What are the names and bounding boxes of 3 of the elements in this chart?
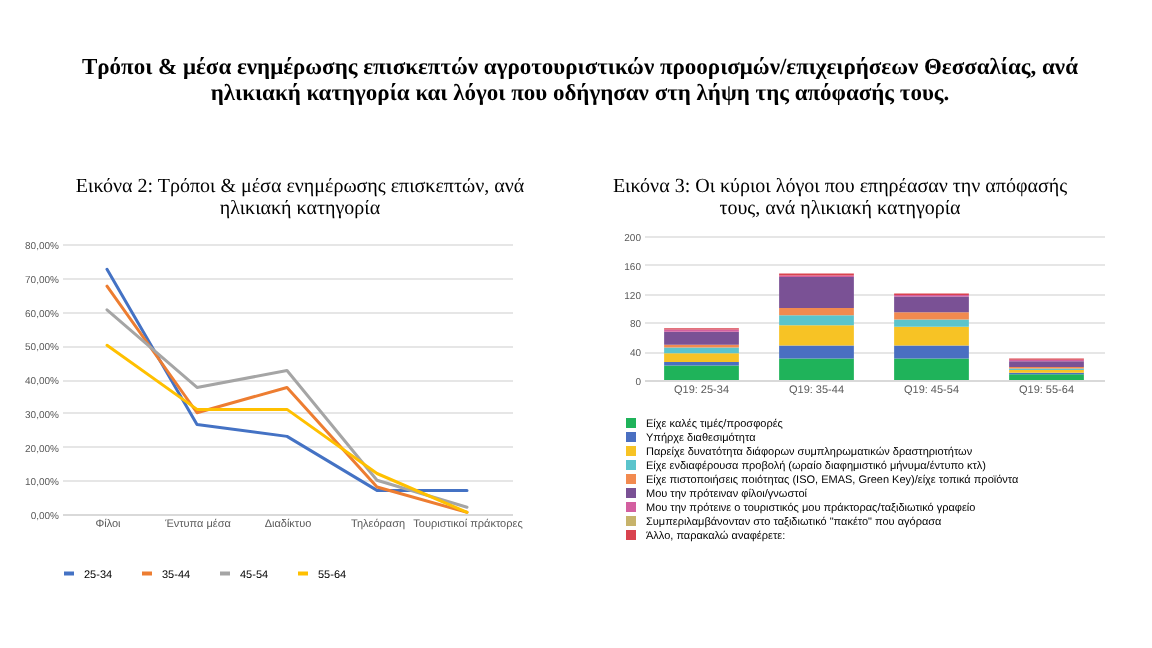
text: Τρόποι & μέσα ενημέρωσης επισκεπτών αγροτουριστικών προορισμών/επιχειρήσεων Θεσσαλίας, ανά ηλικιακή κατηγορία και λόγοι που οδήγησαν στη λήψη της απόφασής τους. <box>80 56 1080 108</box>
chart-title: Εικόνα 3: Οι κύριοι λόγοι που επηρέασαν την απόφασής τους, ανά ηλικιακή κατηγορία <box>610 176 1070 220</box>
chart-title: Εικόνα 2: Τρόποι & μέσα ενημέρωσης επισκεπτών, ανά ηλικιακή κατηγορία <box>73 176 527 220</box>
